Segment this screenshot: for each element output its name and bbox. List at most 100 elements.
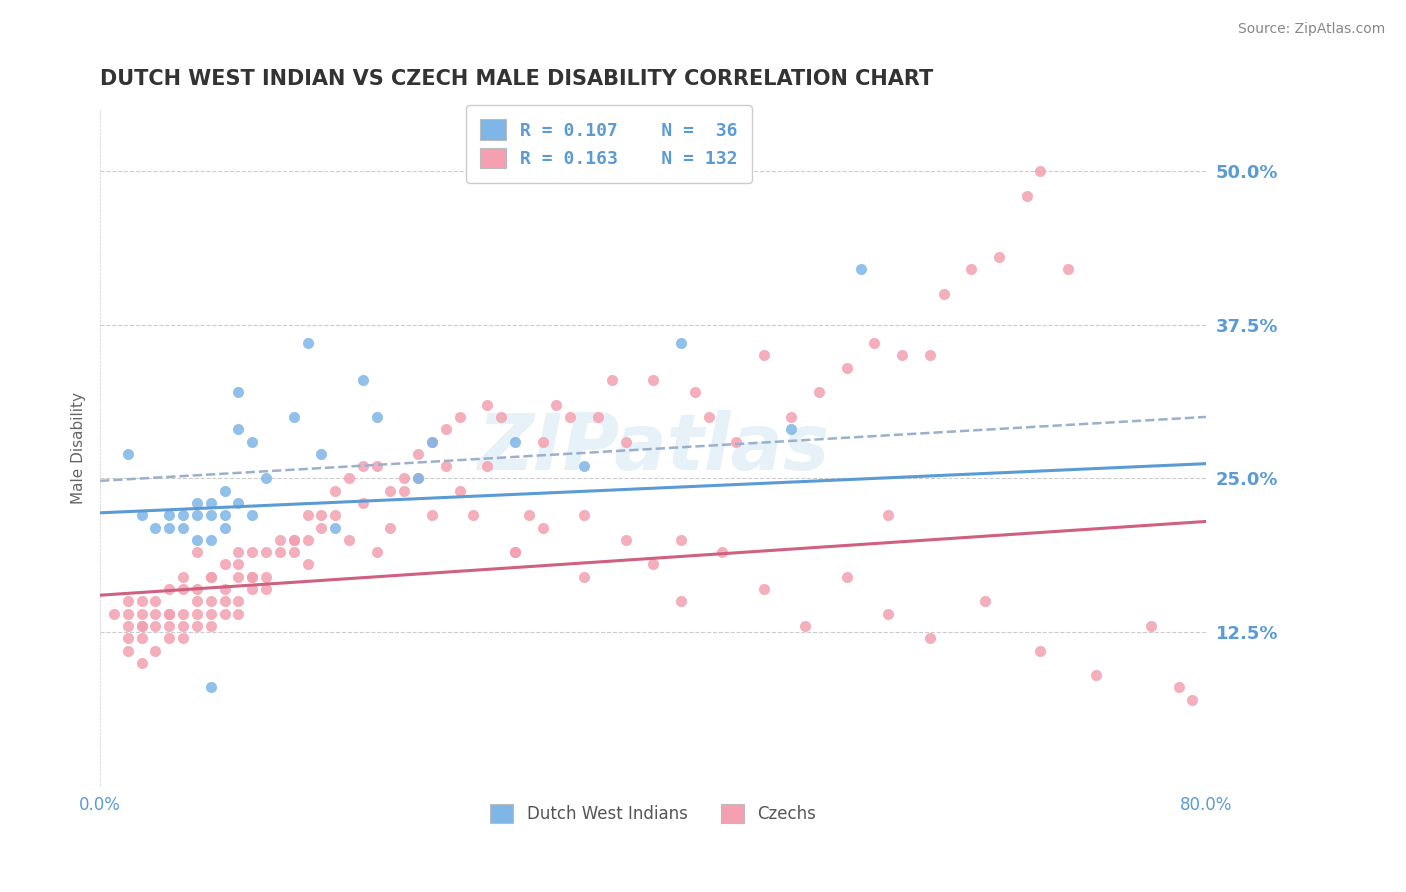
Point	[683, 385, 706, 400]
Point	[918, 632, 941, 646]
Point	[228, 545, 250, 559]
Point	[103, 607, 125, 621]
Point	[297, 533, 319, 547]
Point	[228, 607, 250, 621]
Point	[200, 508, 222, 523]
Point	[200, 607, 222, 621]
Point	[145, 619, 167, 633]
Point	[1029, 643, 1052, 657]
Point	[918, 348, 941, 362]
Point	[254, 582, 277, 596]
Point	[643, 373, 665, 387]
Legend: Dutch West Indians, Czechs: Dutch West Indians, Czechs	[482, 796, 825, 831]
Point	[323, 483, 346, 498]
Point	[891, 348, 914, 362]
Point	[352, 373, 374, 387]
Point	[297, 508, 319, 523]
Point	[366, 459, 388, 474]
Point	[186, 545, 208, 559]
Point	[157, 632, 180, 646]
Point	[380, 520, 402, 534]
Point	[254, 545, 277, 559]
Point	[145, 594, 167, 608]
Point	[489, 409, 512, 424]
Point	[586, 409, 609, 424]
Point	[283, 545, 305, 559]
Point	[186, 607, 208, 621]
Point	[172, 607, 194, 621]
Point	[352, 459, 374, 474]
Point	[200, 533, 222, 547]
Point	[1181, 692, 1204, 706]
Point	[200, 570, 222, 584]
Point	[725, 434, 748, 449]
Point	[503, 434, 526, 449]
Point	[600, 373, 623, 387]
Point	[200, 496, 222, 510]
Point	[835, 360, 858, 375]
Point	[572, 570, 595, 584]
Point	[200, 570, 222, 584]
Y-axis label: Male Disability: Male Disability	[72, 392, 86, 504]
Point	[157, 582, 180, 596]
Point	[877, 607, 900, 621]
Point	[1140, 619, 1163, 633]
Point	[200, 681, 222, 695]
Point	[157, 520, 180, 534]
Point	[186, 508, 208, 523]
Point	[117, 619, 139, 633]
Point	[145, 607, 167, 621]
Point	[531, 520, 554, 534]
Point	[157, 607, 180, 621]
Point	[214, 483, 236, 498]
Point	[186, 619, 208, 633]
Point	[449, 409, 471, 424]
Point	[614, 533, 637, 547]
Point	[531, 434, 554, 449]
Point	[849, 262, 872, 277]
Point	[117, 607, 139, 621]
Point	[240, 434, 263, 449]
Point	[960, 262, 983, 277]
Point	[254, 471, 277, 485]
Point	[214, 558, 236, 572]
Point	[614, 434, 637, 449]
Point	[366, 545, 388, 559]
Point	[131, 619, 153, 633]
Point	[503, 545, 526, 559]
Point	[546, 398, 568, 412]
Point	[669, 594, 692, 608]
Point	[200, 594, 222, 608]
Point	[1084, 668, 1107, 682]
Point	[311, 447, 333, 461]
Point	[269, 545, 291, 559]
Point	[352, 496, 374, 510]
Point	[572, 508, 595, 523]
Point	[477, 459, 499, 474]
Point	[228, 570, 250, 584]
Point	[269, 533, 291, 547]
Point	[863, 336, 886, 351]
Point	[131, 594, 153, 608]
Point	[1057, 262, 1080, 277]
Point	[131, 619, 153, 633]
Point	[157, 619, 180, 633]
Point	[311, 520, 333, 534]
Point	[131, 656, 153, 670]
Point	[157, 607, 180, 621]
Point	[337, 471, 360, 485]
Point	[228, 558, 250, 572]
Point	[780, 409, 803, 424]
Point	[752, 348, 775, 362]
Point	[752, 582, 775, 596]
Point	[283, 409, 305, 424]
Point	[1029, 164, 1052, 178]
Point	[449, 483, 471, 498]
Point	[394, 471, 416, 485]
Point	[117, 643, 139, 657]
Point	[420, 434, 443, 449]
Point	[131, 607, 153, 621]
Point	[172, 520, 194, 534]
Point	[228, 385, 250, 400]
Point	[669, 533, 692, 547]
